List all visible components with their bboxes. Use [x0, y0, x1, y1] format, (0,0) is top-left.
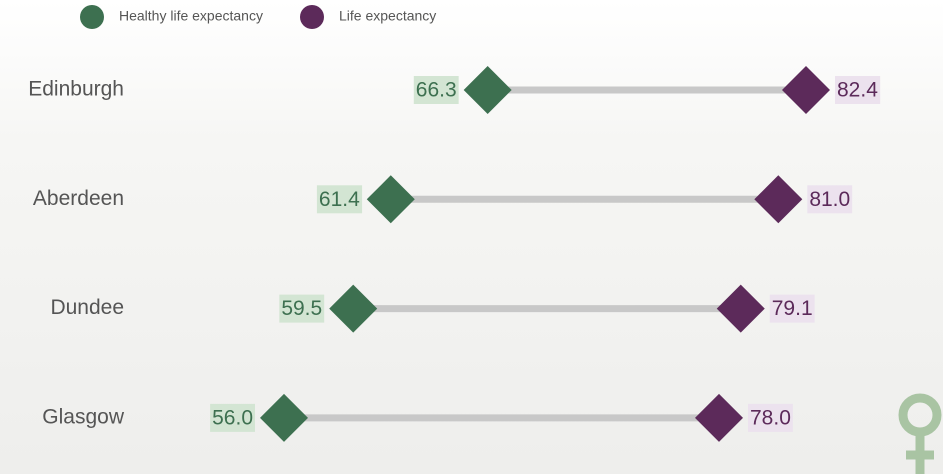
- legend-marker: [300, 5, 324, 29]
- legend-marker: [80, 5, 104, 29]
- value-label: 82.4: [837, 79, 878, 102]
- legend-label: Healthy life expectancy: [119, 8, 263, 24]
- value-label: 79.1: [772, 297, 813, 320]
- category-label: Dundee: [50, 296, 124, 319]
- category-label: Aberdeen: [33, 187, 124, 210]
- category-label: Edinburgh: [28, 78, 124, 101]
- value-label: 61.4: [319, 188, 360, 211]
- legend-label: Life expectancy: [339, 8, 436, 24]
- category-label: Glasgow: [42, 405, 125, 428]
- value-label: 56.0: [212, 406, 253, 429]
- value-label: 78.0: [750, 406, 791, 429]
- chart: Healthy life expectancy Life expectancy Ed…: [0, 0, 943, 474]
- value-label: 59.5: [281, 297, 322, 320]
- value-label: 81.0: [809, 188, 850, 211]
- value-label: 66.3: [416, 79, 457, 102]
